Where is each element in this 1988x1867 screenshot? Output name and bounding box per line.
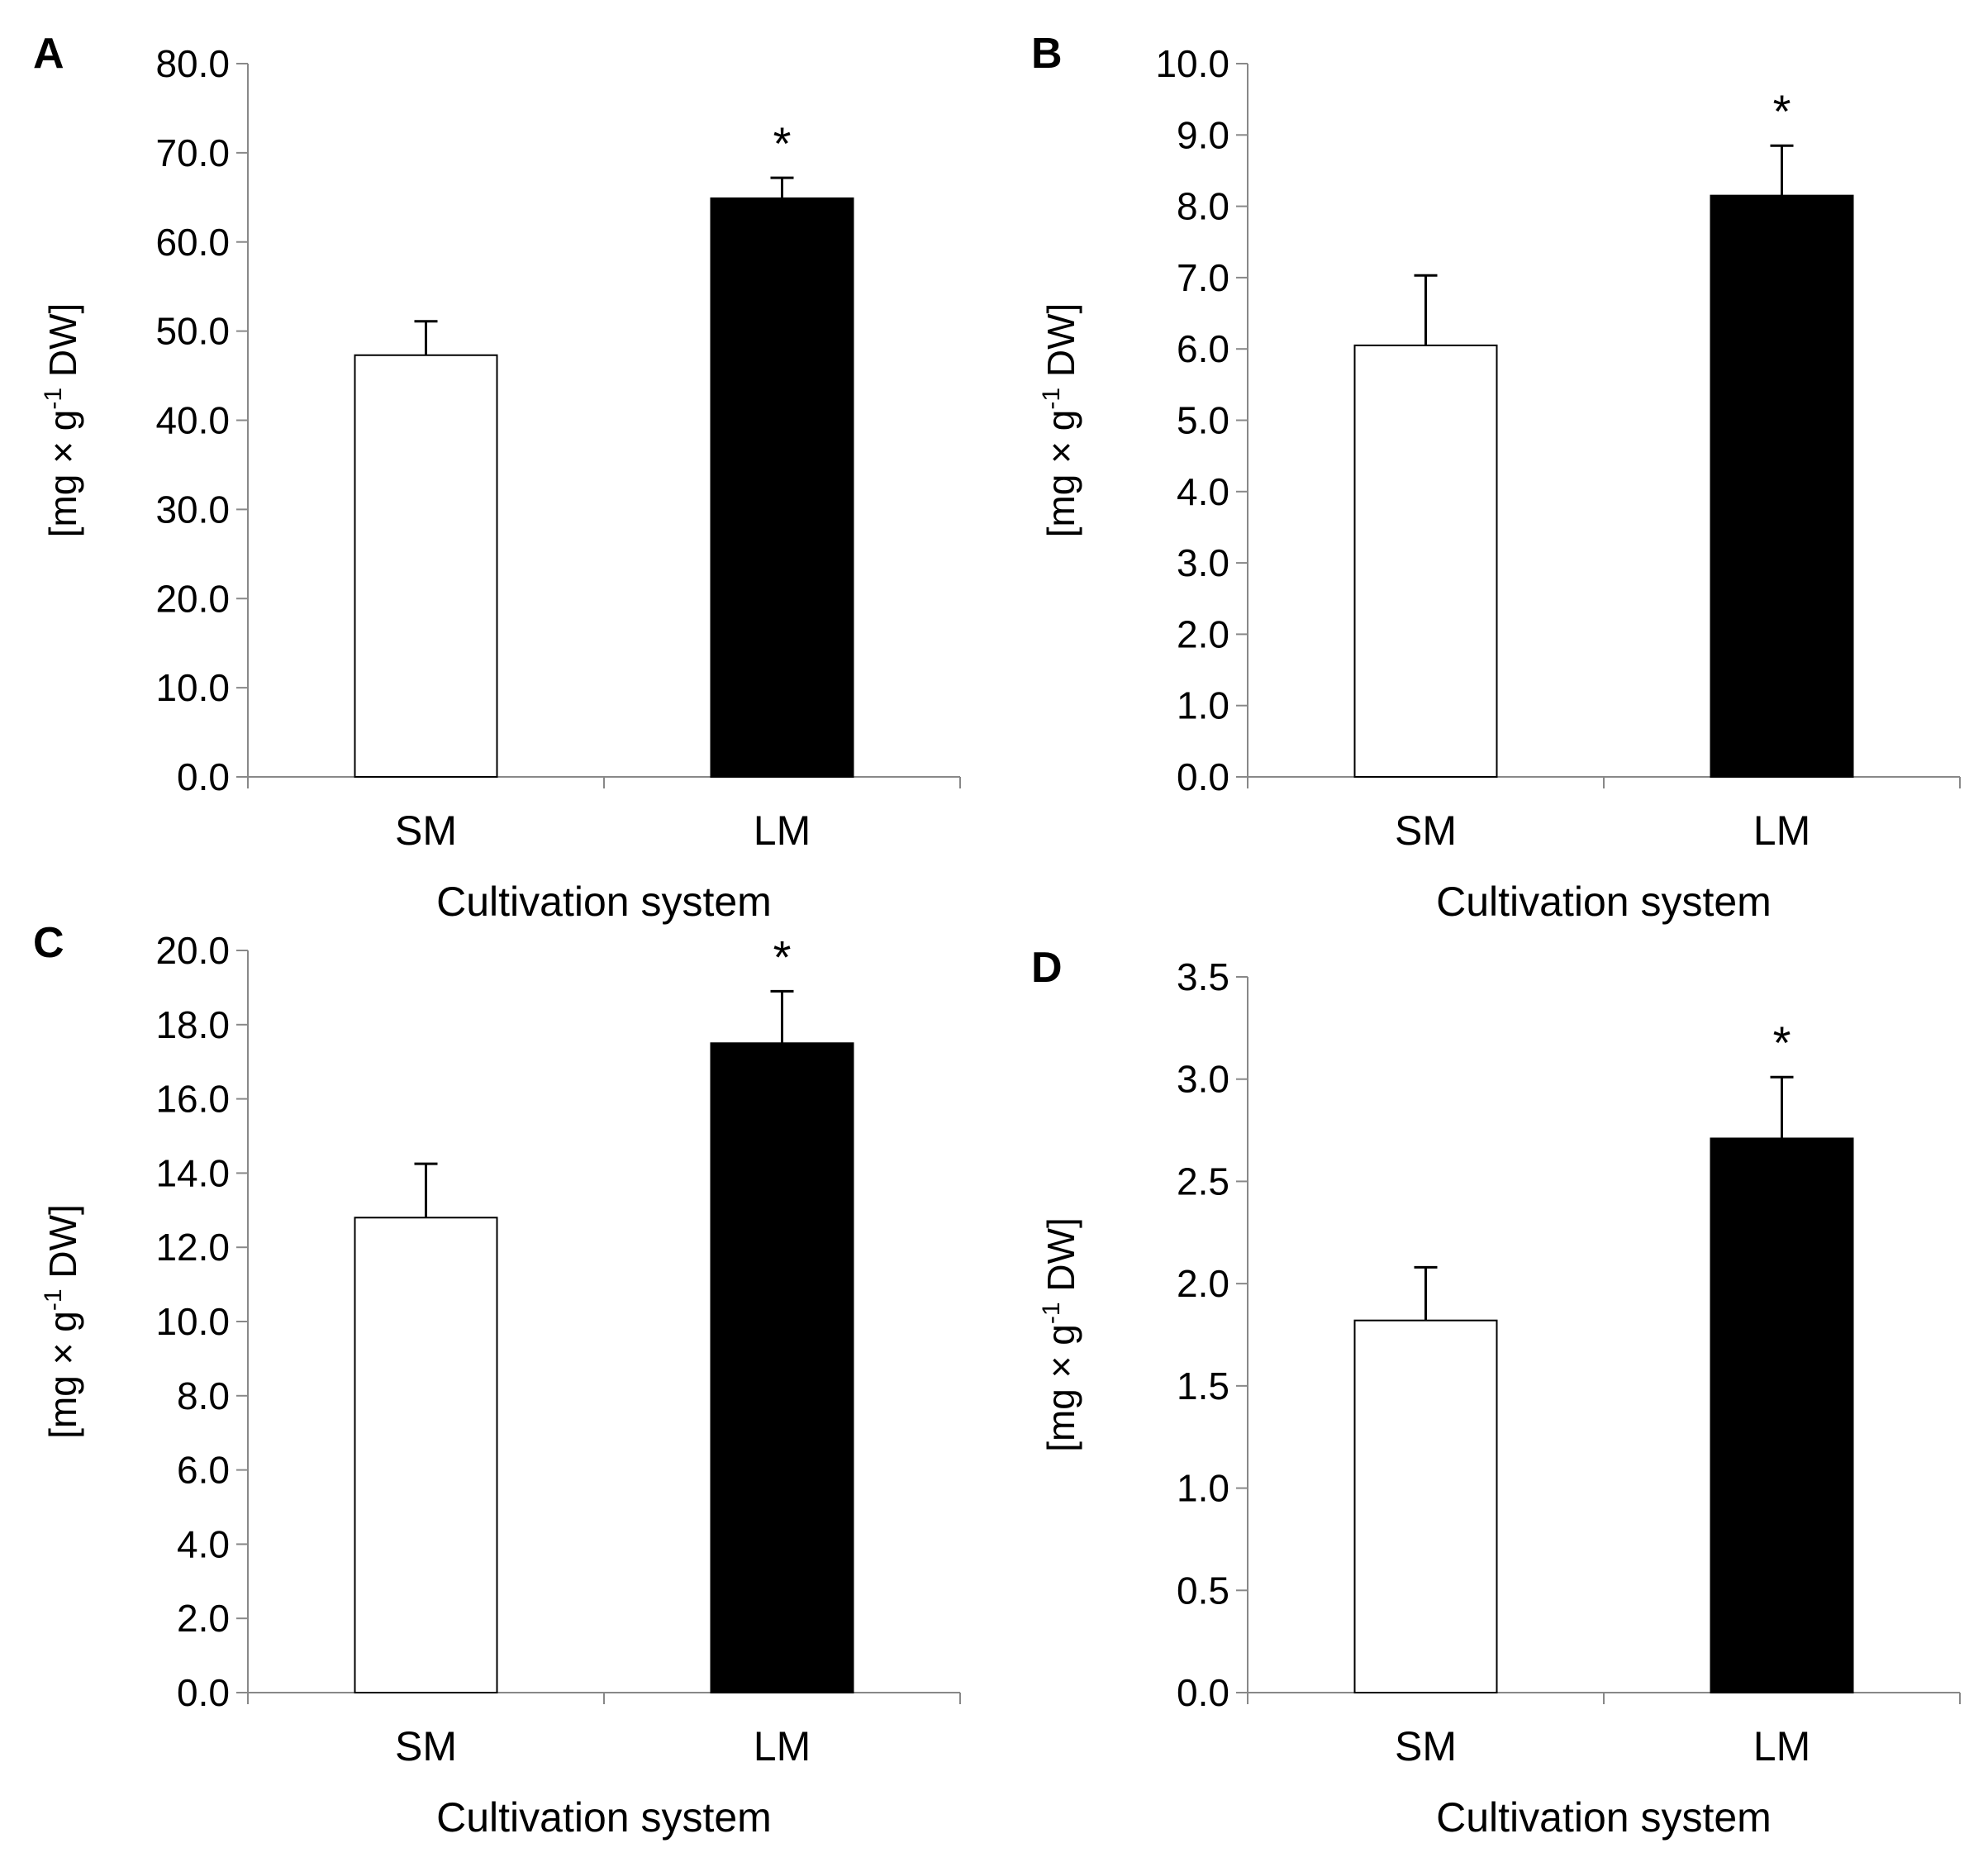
x-axis-title: Cultivation system (1436, 879, 1772, 925)
y-axis-title-superscript: -1 (40, 388, 67, 410)
y-axis-title: [mg × g-1 DW] (40, 1204, 84, 1439)
y-tick-label: 14.0 (155, 1151, 230, 1194)
y-tick-label: 20.0 (155, 577, 230, 620)
x-axis-title: Cultivation system (1436, 1794, 1772, 1841)
x-category-label-lm: LM (1753, 1723, 1810, 1769)
y-axis-title-prefix: [mg × g (1039, 410, 1082, 538)
x-category-label-lm: LM (754, 807, 811, 854)
y-axis-title-superscript: -1 (1038, 1302, 1065, 1324)
y-tick-label: 80.0 (155, 42, 230, 85)
y-tick-label: 40.0 (155, 399, 230, 442)
y-tick-label: 0.0 (177, 1671, 230, 1714)
y-axis-title-prefix: [mg × g (1039, 1324, 1082, 1452)
chart-panel-a: A 0.0 10.0 20.0 30.0 40.0 50.0 60.0 70.0 80.0 SM * L… (33, 30, 961, 925)
chart-panel-d: D 0.0 0.5 1.0 1.5 2.0 2.5 3.0 3.5 SM * LM Cultivatio… (1031, 944, 1961, 1841)
x-category-label-lm: LM (754, 1723, 811, 1769)
y-axis-title-prefix: [mg × g (41, 410, 84, 538)
bar-sm (1353, 344, 1498, 778)
y-tick-label: 6.0 (177, 1449, 230, 1492)
y-tick-label: 1.0 (1177, 684, 1229, 727)
x-category-label-lm: LM (1753, 807, 1810, 854)
chart-panel-c: C 0.0 2.0 4.0 6.0 8.0 10.0 12.0 14.0 16.0 18.0 20.0… (33, 919, 961, 1841)
bar-lm (710, 197, 854, 779)
panel-letter: D (1031, 944, 1063, 992)
y-tick-label: 8.0 (177, 1374, 230, 1417)
x-category-label-sm: SM (1395, 807, 1457, 854)
y-axis-title-prefix: [mg × g (41, 1311, 84, 1439)
panel-letter: B (1031, 30, 1063, 78)
bar-lm (1710, 1137, 1854, 1694)
y-tick-label: 3.0 (1177, 541, 1229, 584)
panel-letter: A (33, 30, 64, 78)
y-tick-label: 70.0 (155, 131, 230, 174)
x-category-label-sm: SM (395, 807, 457, 854)
x-category-label-sm: SM (395, 1723, 457, 1769)
y-tick-label: 1.0 (1177, 1467, 1229, 1510)
bar-lm (710, 1042, 854, 1693)
y-tick-label: 4.0 (1177, 470, 1229, 513)
y-tick-label: 0.5 (1177, 1569, 1229, 1612)
y-tick-label: 18.0 (155, 1003, 230, 1046)
x-axis-title: Cultivation system (436, 1794, 772, 1841)
x-axis-title: Cultivation system (436, 879, 772, 925)
significance-marker: * (1773, 85, 1791, 137)
y-axis-title-suffix: DW] (1039, 1217, 1082, 1302)
bar-sm (354, 354, 498, 778)
y-tick-label: 3.0 (1177, 1058, 1229, 1101)
y-tick-label: 50.0 (155, 310, 230, 353)
y-tick-label: 9.0 (1177, 113, 1229, 156)
y-tick-label: 60.0 (155, 221, 230, 264)
y-tick-label: 4.0 (177, 1522, 230, 1565)
y-tick-label: 7.0 (1177, 256, 1229, 299)
y-tick-label: 12.0 (155, 1226, 230, 1269)
y-axis-title-suffix: DW] (41, 1204, 84, 1288)
y-tick-label: 10.0 (155, 666, 230, 709)
y-tick-label: 6.0 (1177, 327, 1229, 370)
panel-letter: C (33, 919, 64, 967)
y-tick-label: 20.0 (155, 929, 230, 972)
y-tick-label: 2.0 (1177, 612, 1229, 655)
bar-lm (1710, 194, 1854, 778)
y-tick-label: 0.0 (1177, 755, 1229, 798)
y-axis-title-suffix: DW] (1039, 303, 1082, 388)
significance-marker: * (773, 117, 792, 169)
bar-sm (1353, 1319, 1498, 1694)
chart-panel-b: B 0.0 1.0 2.0 3.0 4.0 5.0 6.0 7.0 8.0 9.0 10.0 SM * LM… (1031, 30, 1961, 925)
significance-marker: * (1773, 1017, 1791, 1069)
y-tick-label: 0.0 (1177, 1671, 1229, 1714)
significance-marker: * (773, 931, 792, 983)
y-tick-label: 16.0 (155, 1078, 230, 1121)
y-axis-title-superscript: -1 (1038, 388, 1065, 410)
bar-sm (354, 1217, 498, 1693)
y-tick-label: 5.0 (1177, 399, 1229, 442)
y-tick-label: 10.0 (155, 1300, 230, 1343)
y-axis-title: [mg × g-1 DW] (1038, 1217, 1082, 1452)
y-tick-label: 2.0 (1177, 1262, 1229, 1305)
panels: A 0.0 10.0 20.0 30.0 40.0 50.0 60.0 70.0 80.0 SM * L… (33, 30, 1961, 1841)
y-axis-title-suffix: DW] (41, 303, 84, 388)
y-tick-label: 3.5 (1177, 955, 1229, 998)
y-axis-title: [mg × g-1 DW] (40, 303, 84, 538)
y-axis-title: [mg × g-1 DW] (1038, 303, 1082, 538)
y-tick-label: 2.0 (177, 1597, 230, 1640)
y-tick-label: 10.0 (1155, 42, 1229, 85)
y-tick-label: 30.0 (155, 488, 230, 531)
x-category-label-sm: SM (1395, 1723, 1457, 1769)
y-tick-label: 0.0 (177, 755, 230, 798)
y-tick-label: 2.5 (1177, 1160, 1229, 1203)
y-tick-label: 8.0 (1177, 185, 1229, 228)
y-tick-label: 1.5 (1177, 1365, 1229, 1407)
y-axis-title-superscript: -1 (40, 1288, 67, 1311)
